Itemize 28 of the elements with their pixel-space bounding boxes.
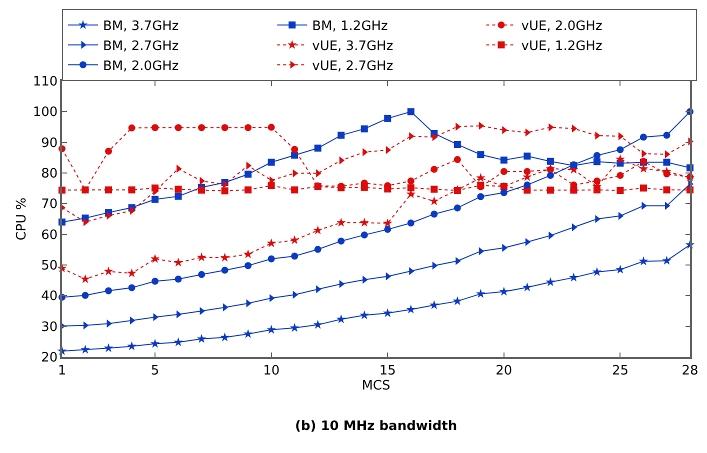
y-tick-label: 50 <box>41 258 58 274</box>
y-tick-label: 30 <box>41 320 58 335</box>
x-tick-label: 10 <box>263 363 280 378</box>
x-tick-label: 25 <box>612 363 628 378</box>
y-tick-label: 40 <box>41 289 58 304</box>
legend-label: BM, 2.0GHz <box>103 58 179 74</box>
legend-label: vUE, 1.2GHz <box>521 38 602 54</box>
y-tick-label: 60 <box>41 228 58 243</box>
y-tick-label: 90 <box>41 136 58 151</box>
x-tick-label: 1 <box>58 363 66 378</box>
x-tick-label: 5 <box>150 363 160 378</box>
y-tick-label: 110 <box>32 74 58 90</box>
x-tick-label: 28 <box>682 363 698 378</box>
y-tick-label: 100 <box>32 105 58 120</box>
y-tick-label: 80 <box>41 166 58 182</box>
x-tick-label: 15 <box>379 363 396 378</box>
legend-label: vUE, 2.7GHz <box>312 58 394 74</box>
y-tick-label: 20 <box>41 350 58 366</box>
legend-label: BM, 2.7GHz <box>103 38 179 54</box>
x-axis-title: MCS <box>362 378 390 394</box>
y-tick-label: 70 <box>41 197 58 212</box>
text: (b) 10 MHz bandwidth <box>295 419 458 434</box>
y-axis-title: CPU % <box>14 198 30 240</box>
legend-label: vUE, 2.0GHz <box>521 19 602 34</box>
legend-label: BM, 1.2GHz <box>312 19 388 34</box>
legend-label: vUE, 3.7GHz <box>312 38 394 54</box>
x-tick-label: 20 <box>496 363 512 378</box>
legend-label: BM, 3.7GHz <box>103 19 179 34</box>
